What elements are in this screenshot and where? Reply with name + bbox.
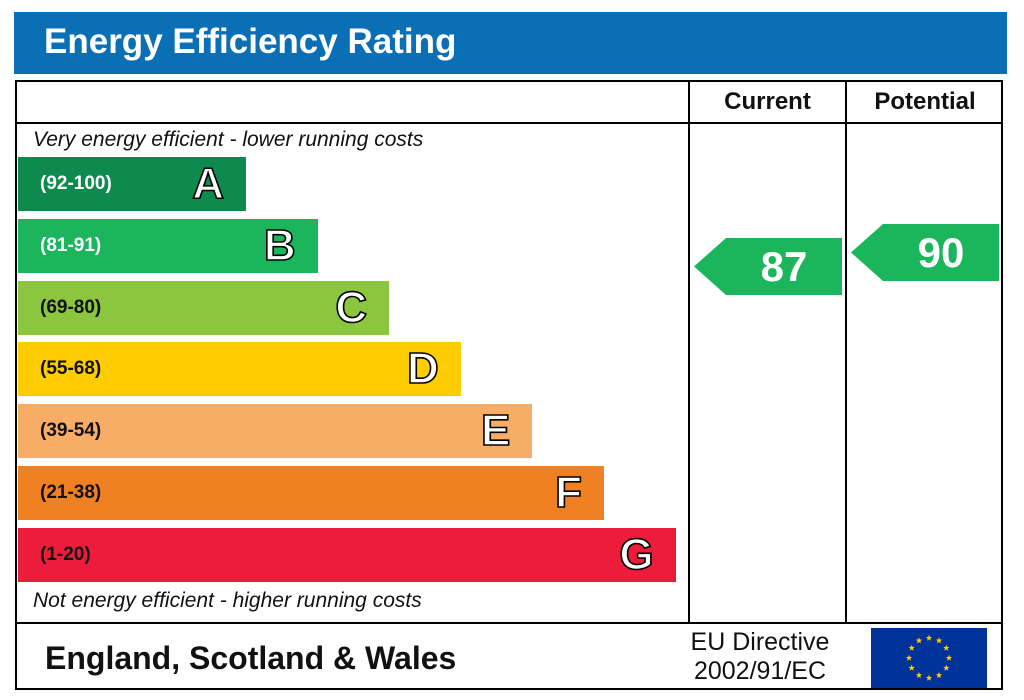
band-g: (1-20) G	[18, 527, 676, 582]
current-column-header: Current	[724, 88, 811, 115]
band-letter: A	[191, 158, 224, 209]
band-letter: E	[480, 405, 511, 456]
band-range-label: (21-38)	[40, 482, 102, 503]
divider-potential	[845, 80, 847, 624]
flag-star-icon	[915, 671, 923, 679]
band-range-label: (55-68)	[40, 358, 102, 380]
band-letter: F	[554, 467, 582, 518]
current-arrow-shape	[694, 238, 842, 296]
eu-directive-line1: EU Directive	[690, 628, 830, 656]
flag-star-icon	[905, 654, 913, 661]
divider-current	[688, 80, 690, 624]
flag-star-icon	[935, 637, 943, 644]
caption-top: Very energy efficient - lower running co…	[33, 128, 424, 151]
flag-star-icon	[943, 644, 950, 651]
flag-star-icon	[943, 664, 950, 671]
flag-star-icon	[945, 654, 953, 661]
caption-bottom: Not energy efficient - higher running co…	[33, 589, 422, 612]
potential-rating-value: 90	[917, 228, 965, 276]
header-divider	[15, 122, 1003, 124]
band-letter: G	[619, 529, 655, 580]
band-range-label: (1-20)	[40, 543, 91, 565]
current-rating-arrow: 87	[694, 238, 842, 296]
flag-star-icon	[925, 634, 933, 641]
potential-arrow-shape	[851, 224, 999, 282]
flag-star-icon	[908, 644, 915, 651]
band-b: (81-91) B	[18, 218, 318, 273]
flag-star-icon	[935, 671, 943, 679]
band-e: (39-54) E	[18, 404, 533, 459]
region-label: England, Scotland & Wales	[45, 640, 457, 676]
flag-star-icon	[925, 674, 933, 681]
eu-directive-line2: 2002/91/EC	[693, 657, 827, 685]
band-range-label: (81-91)	[40, 234, 102, 256]
potential-column-header: Potential	[874, 88, 976, 115]
band-range-label: (39-54)	[40, 420, 102, 442]
chart-frame	[15, 80, 1003, 690]
footer-divider	[15, 622, 1003, 624]
band-c: (69-80) C	[18, 280, 390, 335]
title-bar: Energy Efficiency Rating	[14, 12, 1007, 74]
eu-flag-icon	[871, 628, 987, 688]
band-letter: C	[335, 282, 368, 333]
band-letter: B	[263, 220, 296, 271]
band-range-label: (69-80)	[40, 296, 102, 318]
eu-directive: EU Directive 2002/91/EC	[660, 628, 860, 686]
band-range-label: (92-100)	[40, 173, 112, 194]
flag-star-icon	[915, 637, 923, 644]
chart-title: Energy Efficiency Rating	[44, 22, 457, 61]
band-a: (92-100) A	[18, 157, 246, 211]
flag-star-icon	[908, 664, 915, 671]
band-f: (21-38) F	[18, 466, 604, 520]
potential-rating-arrow: 90	[851, 224, 999, 282]
current-rating-value: 87	[760, 242, 808, 290]
band-letter: D	[406, 344, 439, 395]
band-d: (55-68) D	[18, 342, 461, 397]
